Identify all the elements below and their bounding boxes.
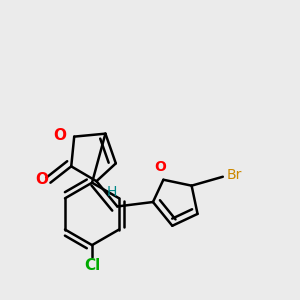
Text: O: O [36, 172, 49, 187]
Text: O: O [154, 160, 166, 174]
Text: Br: Br [226, 168, 242, 182]
Text: Cl: Cl [84, 258, 100, 273]
Text: H: H [106, 185, 116, 199]
Text: O: O [53, 128, 66, 142]
